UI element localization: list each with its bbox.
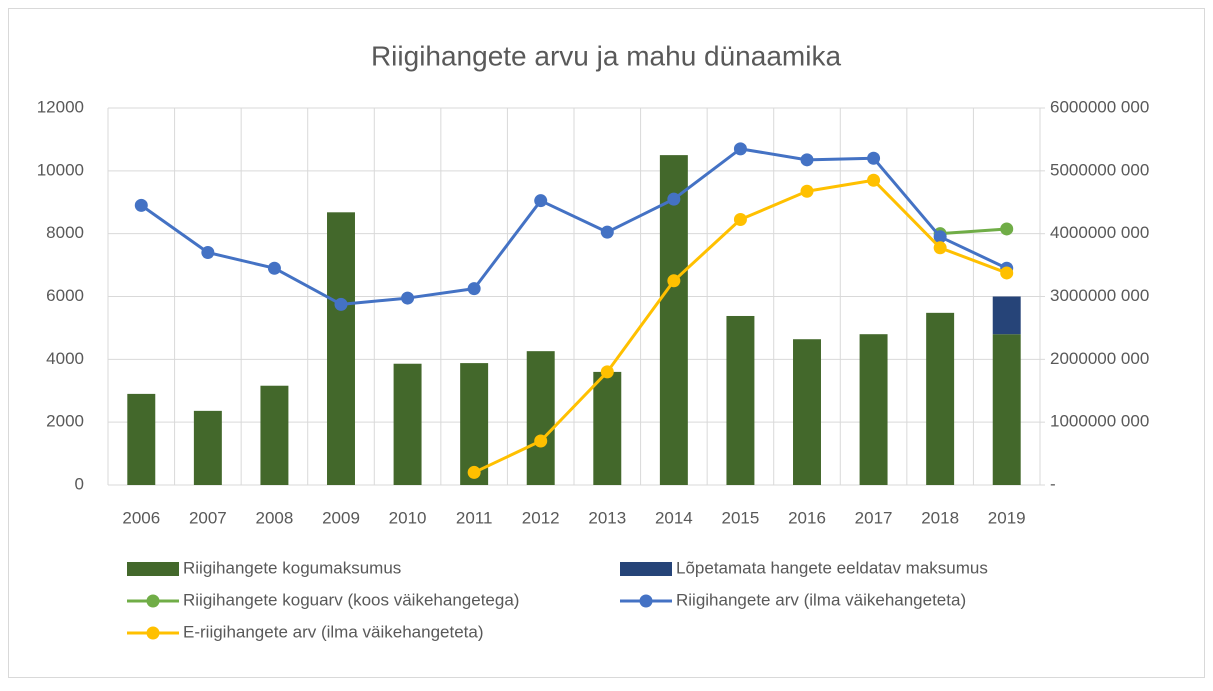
bar: [260, 385, 289, 485]
legend-swatch: [146, 626, 160, 640]
legend-label: Riigihangete arv (ilma väikehangeteta): [676, 590, 966, 609]
point: [667, 274, 681, 288]
point: [1000, 222, 1014, 236]
bar: [593, 371, 622, 485]
chart-title: Riigihangete arvu ja mahu dünaamika: [371, 40, 841, 71]
legend-swatch: [639, 594, 653, 608]
y-tick-label: 6000: [46, 286, 84, 305]
point: [800, 153, 814, 167]
bar: [926, 312, 955, 485]
bar: [393, 363, 422, 485]
bar: [726, 315, 755, 485]
y2-tick-label: 3000000 000: [1050, 286, 1149, 305]
point: [667, 192, 681, 206]
y2-tick-label: 2000000 000: [1050, 349, 1149, 368]
y2-tick-label: 6000000 000: [1050, 97, 1149, 116]
y-tick-label: 8000: [46, 223, 84, 242]
y2-tick-label: 5000000 000: [1050, 160, 1149, 179]
x-tick-label: 2008: [256, 508, 294, 527]
bar: [992, 296, 1021, 335]
y-tick-label: 4000: [46, 349, 84, 368]
x-tick-label: 2015: [722, 508, 760, 527]
x-tick-label: 2010: [389, 508, 427, 527]
y-tick-label: 0: [75, 474, 84, 493]
legend-label: Lõpetamata hangete eeldatav maksumus: [676, 558, 988, 577]
bar: [859, 334, 888, 485]
bar: [460, 363, 489, 485]
point: [600, 225, 614, 239]
line: [940, 227, 1007, 236]
legend-label: E-riigihangete arv (ilma väikehangeteta): [183, 622, 484, 641]
bar: [127, 393, 156, 485]
point: [401, 291, 415, 305]
point: [800, 184, 814, 198]
x-tick-label: 2007: [189, 508, 227, 527]
legend-label: Riigihangete koguarv (koos väikehangeteg…: [183, 590, 519, 609]
bar: [659, 155, 688, 485]
y2-tick-label: -: [1050, 474, 1056, 493]
point: [534, 434, 548, 448]
point: [334, 297, 348, 311]
point: [467, 282, 481, 296]
point: [534, 194, 548, 208]
point: [733, 213, 747, 227]
x-tick-label: 2012: [522, 508, 560, 527]
point: [733, 142, 747, 156]
x-tick-label: 2016: [788, 508, 826, 527]
y2-tick-label: 1000000 000: [1050, 412, 1149, 431]
point: [201, 246, 215, 260]
x-tick-label: 2019: [988, 508, 1026, 527]
point: [600, 365, 614, 379]
point: [933, 241, 947, 255]
y-tick-label: 2000: [46, 412, 84, 431]
legend-label: Riigihangete kogumaksumus: [183, 558, 401, 577]
point: [467, 465, 481, 479]
point: [267, 261, 281, 275]
y-tick-label: 10000: [37, 160, 84, 179]
bar: [793, 339, 821, 485]
bar: [193, 410, 222, 485]
bar: [992, 334, 1021, 485]
y2-tick-label: 4000000 000: [1050, 223, 1149, 242]
x-tick-label: 2017: [855, 508, 893, 527]
x-tick-label: 2013: [588, 508, 626, 527]
point: [867, 151, 881, 165]
x-tick-label: 2011: [456, 508, 493, 527]
point: [867, 173, 881, 187]
x-tick-label: 2006: [122, 508, 160, 527]
bar: [526, 351, 555, 485]
y-tick-label: 12000: [37, 97, 84, 116]
x-tick-label: 2014: [655, 508, 693, 527]
legend-swatch: [146, 594, 160, 608]
point: [933, 230, 947, 244]
legend-swatch: [127, 562, 179, 576]
point: [134, 198, 148, 212]
x-tick-label: 2018: [921, 508, 959, 527]
x-tick-label: 2009: [322, 508, 360, 527]
legend-swatch: [620, 562, 672, 576]
point: [1000, 266, 1014, 280]
bar: [327, 212, 355, 485]
line: [140, 147, 1008, 306]
